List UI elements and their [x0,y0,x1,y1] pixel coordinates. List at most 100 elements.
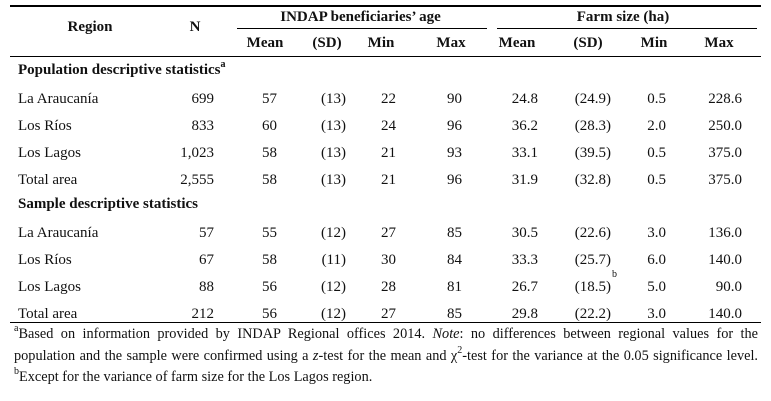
footnote-z-test: z [312,347,319,364]
cell-value: (11) [321,252,346,268]
table-cell: 0.5 [586,144,666,162]
table-cell: 55 [197,224,277,242]
cell-value: 57 [199,225,214,241]
cell-value: 24.8 [511,91,538,107]
bottom-rule [10,322,761,323]
table-cell: (28.3) [531,117,611,135]
subcolumn-header-4: Mean [498,35,536,51]
table-cell: (22.6) [531,224,611,242]
header-rule [10,56,761,57]
cell-value: 28 [381,279,396,295]
table-cell: (32.8) [531,171,611,189]
table-cell: (11) [266,251,346,269]
table-cell: (12) [266,278,346,296]
cell-value: 375.0 [708,172,742,188]
table-cell: 22 [316,90,396,108]
cell-value: 33.3 [511,252,538,268]
cell-value: 33.1 [511,145,538,161]
table-cell: (13) [266,144,346,162]
cell-value: 375.0 [708,145,742,161]
cell-value: 0.5 [647,172,666,188]
section-title-1: Sample descriptive statistics [18,195,198,213]
table-cell: 58 [197,171,277,189]
cell-value: (25.7) [574,252,611,268]
row-label: La Araucanía [18,91,99,107]
table-cell: 3.0 [586,305,666,323]
table-cell: 833 [134,117,215,135]
cell-value: (13) [321,172,346,188]
age-group-underline [237,28,487,29]
farm-group-underline [497,28,757,29]
table-cell: 0.5 [586,90,666,108]
row-label: Total area [18,172,78,188]
table-cell: 56 [197,305,277,323]
subcolumn-header-0: Mean [246,35,284,51]
cell-value: 140.0 [708,252,742,268]
table-cell: 136.0 [662,224,742,242]
table-cell: 90.0 [662,278,742,296]
table-cell: (13) [266,171,346,189]
table-cell: 33.1 [458,144,538,162]
cell-value: (12) [321,279,346,295]
cell-value: 26.7 [511,279,538,295]
cell-value: 833 [191,118,215,134]
table-cell: 60 [197,117,277,135]
table-cell: 28 [316,278,396,296]
table-cell: 88 [134,278,214,296]
table-cell: 29.8 [458,305,538,323]
cell-value: 60 [262,118,277,134]
footnote-note-label: Note [432,326,460,342]
table-cell: (25.7) [531,251,611,269]
table-cell: 57 [134,224,214,242]
table-cell: 375.0 [662,144,742,162]
table-cell: 21 [316,171,396,189]
cell-value: 699 [191,91,215,107]
cell-value: (32.8) [574,172,611,188]
cell-value: 140.0 [708,306,742,322]
subcolumn-header-2: Min [367,35,395,51]
cell-value: 6.0 [647,252,666,268]
footnote-text-1: Based on information provided by INDAP R… [18,326,433,342]
row-label: Los Lagos [18,145,81,161]
cell-value: 31.9 [511,172,538,188]
table-footnote: aBased on information provided by INDAP … [14,324,758,389]
cell-value: 56 [262,279,277,295]
cell-value: 36.2 [511,118,538,134]
table-cell: 1,023 [134,144,214,162]
section-title-text: Population descriptive statistics [18,62,221,78]
cell-value: 84 [447,252,462,268]
footnote-text-2: : no differences between regional values… [14,326,758,364]
cell-value: 21 [381,145,396,161]
table-cell: 57 [197,90,277,108]
cell-value: 29.8 [511,306,538,322]
table-cell: 56 [197,278,277,296]
cell-value: (22.6) [574,225,611,241]
table-cell: 2,555 [134,171,214,189]
table-cell: (18.5) b [574,269,617,296]
table-cell: 27 [316,305,396,323]
cell-value: 55 [262,225,277,241]
cell-value: 90 [447,91,462,107]
table-cell: 33.3 [458,251,538,269]
table-cell: 228.6 [662,90,742,108]
subcolumn-header-7: Max [704,35,734,51]
table-cell: 140.0 [662,251,742,269]
cell-value: 96 [447,172,462,188]
cell-value: (39.5) [574,145,611,161]
table-cell: 96 [382,171,462,189]
cell-value: 0.5 [647,145,666,161]
cell-value: 27 [381,306,396,322]
cell-value: 58 [262,145,277,161]
table-cell: 212 [134,305,215,323]
footnote-marker-b: b [14,366,19,378]
cell-value: 1,023 [180,145,214,161]
cell-value: 90.0 [715,279,742,295]
table-cell: 90 [382,90,462,108]
table-cell: 58 [197,251,277,269]
cell-value: 96 [447,118,462,134]
row-label: La Araucanía [18,225,99,241]
cell-value: (13) [321,145,346,161]
cell-value: 3.0 [647,306,666,322]
cell-value: 67 [199,252,214,268]
